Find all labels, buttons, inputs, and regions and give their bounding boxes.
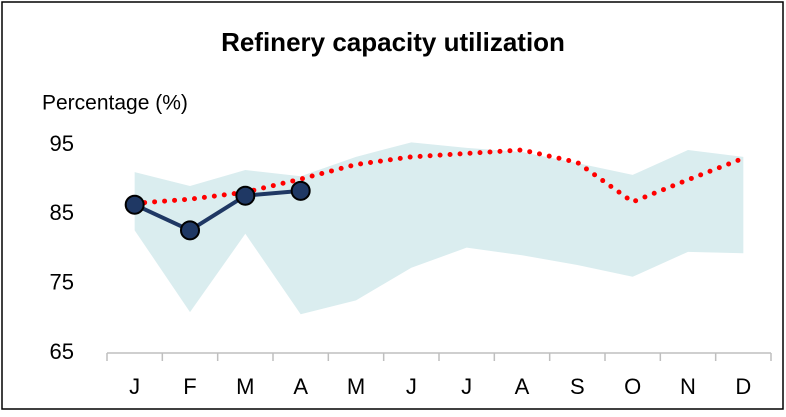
x-tick-label: J [406,374,417,399]
y-tick-label: 65 [50,339,74,364]
y-tick-label: 95 [50,131,74,156]
series-line [132,188,303,233]
x-tick-label: J [461,374,472,399]
y-tick-label: 75 [50,270,74,295]
x-tick-label: M [347,374,365,399]
y-tick-label: 85 [50,200,74,225]
series-marker [235,185,256,206]
chart-title: Refinery capacity utilization [221,27,565,57]
x-tick-label: A [293,374,308,399]
range-area [134,142,744,315]
y-axis-label: Percentage (%) [42,92,188,115]
series-marker [290,180,311,201]
x-tick-label: M [236,374,254,399]
x-tick-label: D [735,374,751,399]
series-marker [180,220,200,241]
x-tick-label: O [624,374,641,399]
x-tick-label: A [515,374,530,399]
series-marker [124,194,145,215]
x-tick-label: N [680,374,696,399]
x-tick-label: S [570,374,585,399]
x-tick-label: J [129,374,140,399]
x-tick-label: F [183,374,196,399]
